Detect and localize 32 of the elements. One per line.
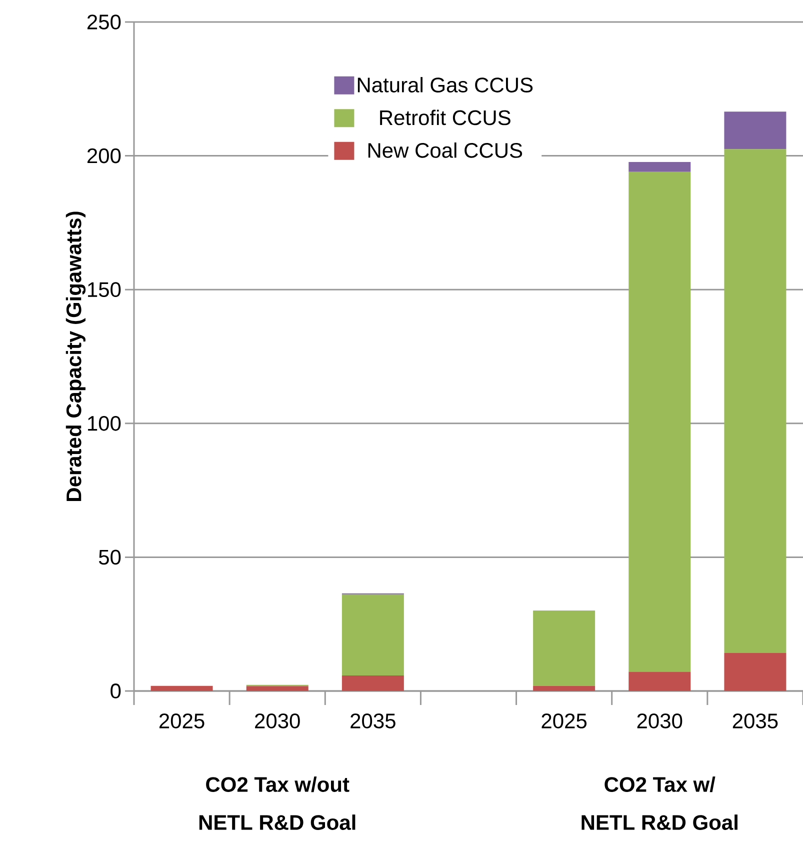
bar [246, 686, 308, 691]
bar [628, 162, 691, 172]
x-tick-label: 2025 [542, 714, 587, 728]
text: NETL R&D Goal [582, 814, 738, 830]
bar [628, 672, 691, 691]
text: NETL R&D Goal [199, 814, 356, 830]
legend-label: Retrofit CCUS [380, 110, 510, 126]
y-tick-label: 150 [88, 282, 121, 298]
y-tick-label: 250 [87, 14, 121, 30]
bar [628, 172, 691, 672]
bar [342, 594, 404, 676]
legend-label: Natural Gas CCUS [358, 77, 533, 92]
text: CO2 Tax w/out [206, 776, 350, 792]
bar [342, 675, 404, 691]
y-axis-title: Derated Capacity (Gigawatts) [66, 212, 86, 501]
y-tick-label: 100 [88, 416, 121, 431]
bar [724, 652, 786, 691]
y-tick-label: 0 [110, 684, 121, 698]
x-tick-label: 2035 [732, 714, 778, 728]
bar [724, 112, 786, 150]
x-tick-label: 2030 [637, 714, 682, 728]
x-tick-label: 2035 [350, 714, 396, 728]
bar [724, 149, 786, 653]
y-tick-label: 50 [98, 550, 121, 565]
legend-label: New Coal CCUS [368, 142, 522, 158]
bar [533, 610, 596, 686]
bar [150, 686, 213, 691]
x-tick-label: 2030 [255, 714, 300, 728]
text: CO2 Tax w/ [604, 776, 716, 792]
x-tick-label: 2025 [159, 714, 204, 728]
bar [533, 686, 596, 691]
y-tick-label: 200 [87, 148, 121, 164]
